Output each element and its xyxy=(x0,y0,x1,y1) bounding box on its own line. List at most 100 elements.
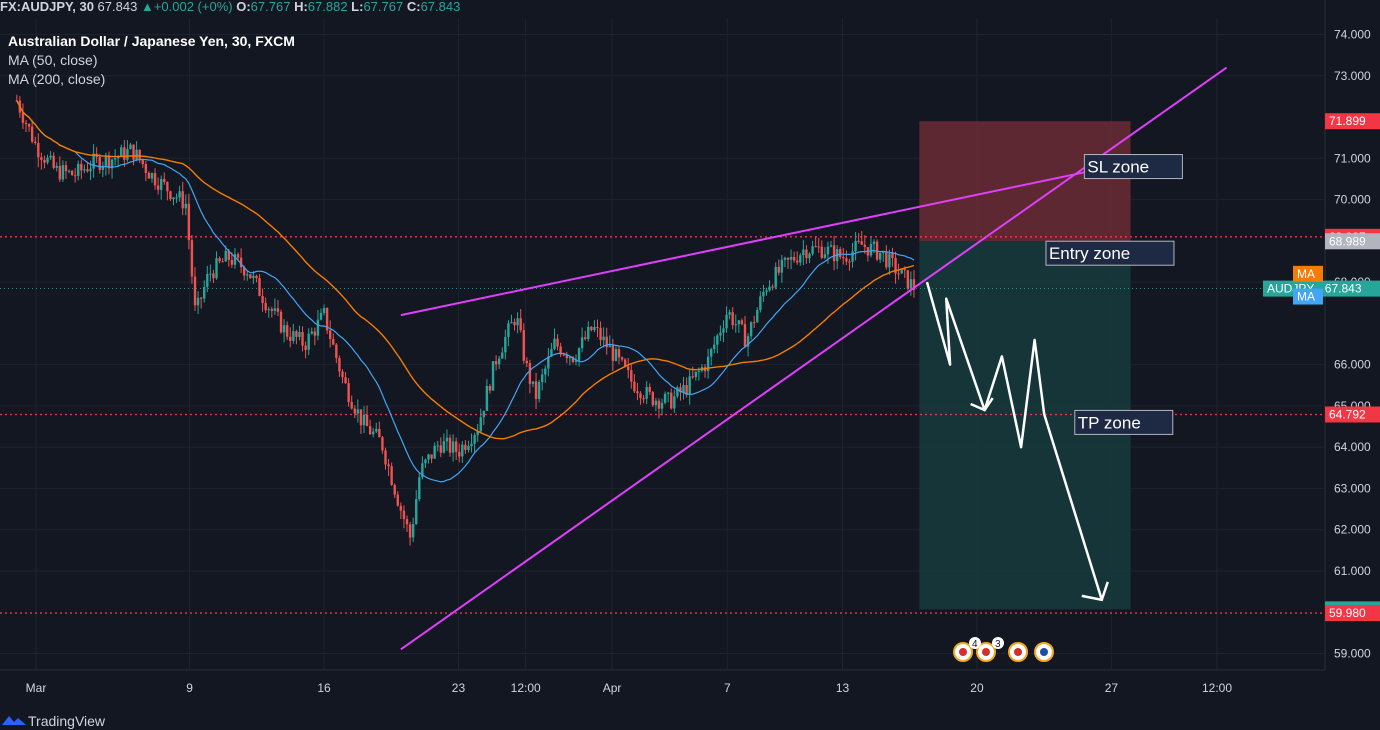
candle-body-23 xyxy=(86,169,89,172)
candle-body-213 xyxy=(670,392,673,409)
y-tick-1: 73.000 xyxy=(1334,69,1371,83)
candle-body-214 xyxy=(673,396,676,409)
candle-body-189 xyxy=(596,326,599,329)
candle-body-11 xyxy=(49,155,52,158)
candle-body-204 xyxy=(642,398,645,400)
candle-body-106 xyxy=(341,371,344,378)
trendline-1 xyxy=(400,169,1093,317)
candle-body-76 xyxy=(249,274,252,279)
candle-body-174 xyxy=(550,349,553,357)
candle-body-247 xyxy=(774,266,777,288)
candle-body-283 xyxy=(885,252,888,268)
candle-body-79 xyxy=(258,278,261,296)
candle-body-130 xyxy=(415,499,418,525)
candle-body-135 xyxy=(430,454,433,459)
candle-body-286 xyxy=(894,258,897,274)
horizontal-levels xyxy=(0,236,1325,614)
candle-body-138 xyxy=(439,445,443,453)
candle-body-27 xyxy=(98,157,101,170)
candle-body-111 xyxy=(356,409,360,414)
candle-body-84 xyxy=(273,308,277,311)
legend-ma50[interactable]: MA (50, close) xyxy=(8,52,98,68)
candle-body-105 xyxy=(338,358,341,372)
candle-body-128 xyxy=(408,524,412,538)
legend-ma200[interactable]: MA (200, close) xyxy=(8,71,106,87)
y-tick-10: 61.000 xyxy=(1334,564,1371,578)
candle-body-234 xyxy=(734,324,737,326)
candle-body-210 xyxy=(660,402,664,409)
candle-body-159 xyxy=(504,337,507,353)
candle-body-239 xyxy=(749,322,753,337)
candle-body-9 xyxy=(43,159,46,163)
candle-body-274 xyxy=(857,240,860,242)
candle-body-43 xyxy=(147,172,151,179)
candle-body-69 xyxy=(227,250,231,260)
candle-body-281 xyxy=(878,252,882,260)
level-tag-1-bg xyxy=(1325,406,1380,423)
candle-body-113 xyxy=(362,414,366,426)
candle-body-259 xyxy=(811,246,814,254)
candle-body-100 xyxy=(322,307,326,313)
header-change: +0.002 (+0%) xyxy=(153,0,233,14)
candle-body-226 xyxy=(709,349,713,357)
candle-body-191 xyxy=(602,336,605,341)
entry-zone-label: Entry zone xyxy=(1049,244,1130,263)
candle-body-167 xyxy=(528,363,532,384)
candle-body-3 xyxy=(24,122,28,124)
ma-slow-line xyxy=(16,100,915,440)
candle-body-39 xyxy=(135,149,138,160)
high-label: H: xyxy=(294,0,308,14)
candle-body-82 xyxy=(267,309,270,311)
candle-body-200 xyxy=(630,370,633,382)
entry-zone-box xyxy=(1045,240,1175,266)
candle-body-171 xyxy=(540,374,544,383)
ma-slow-tag-text: MA xyxy=(1297,267,1315,281)
up-arrow-icon: ▲ xyxy=(140,0,154,14)
x-tick-4: 12:00 xyxy=(511,681,541,695)
candle-body-96 xyxy=(310,331,313,334)
candle-body-207 xyxy=(651,392,655,406)
candle-body-240 xyxy=(753,322,756,324)
candle-body-28 xyxy=(101,165,105,170)
event-count-0: 4 xyxy=(972,639,978,650)
candle-body-67 xyxy=(221,261,224,263)
candle-body-227 xyxy=(713,344,716,350)
candle-body-160 xyxy=(507,323,510,338)
low-label: L: xyxy=(351,0,364,14)
candle-body-228 xyxy=(716,335,719,345)
x-tick-5: Apr xyxy=(603,681,622,695)
candle-body-149 xyxy=(473,435,476,444)
candle-body-109 xyxy=(350,401,353,409)
candle-body-124 xyxy=(396,494,399,506)
sl-zone-box xyxy=(1083,154,1183,180)
candle-body-134 xyxy=(427,454,430,460)
candle-body-93 xyxy=(301,331,304,346)
candle-body-68 xyxy=(224,250,227,262)
candle-body-279 xyxy=(872,241,876,244)
x-tick-10: 12:00 xyxy=(1202,681,1232,695)
candle-body-183 xyxy=(577,348,581,361)
candle-body-241 xyxy=(756,310,759,323)
candle-body-248 xyxy=(777,266,780,273)
zone-annotations[interactable]: SL zone Entry zone TP zone xyxy=(1045,154,1183,435)
candle-body-32 xyxy=(113,158,117,160)
time-axis[interactable]: Mar 9 16 23 12:00 Apr 7 13 20 27 12:00 xyxy=(0,669,1325,695)
candle-body-193 xyxy=(608,345,611,348)
candle-body-13 xyxy=(55,165,58,168)
projection-arrow[interactable] xyxy=(925,281,1109,602)
price-axis[interactable]: 74.00073.00071.00070.00068.00066.00065.0… xyxy=(1263,0,1380,670)
projection-path xyxy=(925,281,1103,601)
candle-body-215 xyxy=(676,387,679,397)
level-tag-2-bg xyxy=(1325,605,1380,622)
candle-body-287 xyxy=(897,273,900,275)
candle-body-55 xyxy=(184,203,187,209)
candle-body-185 xyxy=(584,337,587,340)
candle-body-19 xyxy=(73,175,77,177)
candle-body-163 xyxy=(516,318,519,326)
candle-body-31 xyxy=(110,159,114,169)
candle-body-282 xyxy=(882,252,885,254)
candle-body-265 xyxy=(829,245,833,247)
event-count-badge-1 xyxy=(992,637,1004,649)
